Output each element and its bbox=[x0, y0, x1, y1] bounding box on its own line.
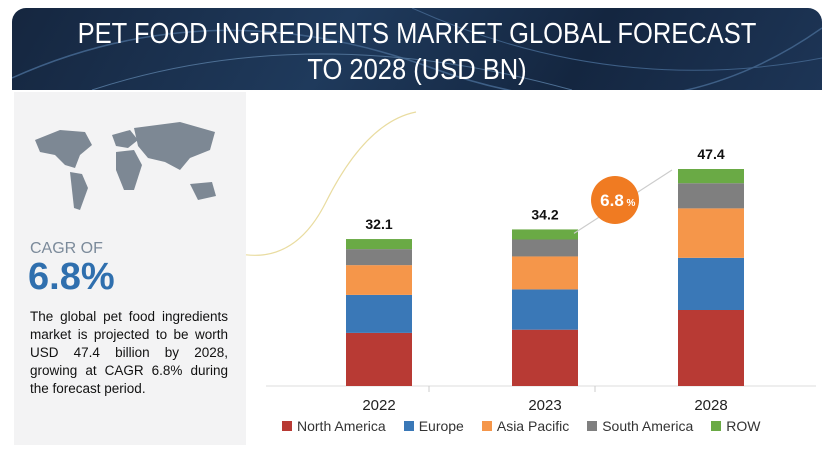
legend-label: Europe bbox=[418, 418, 464, 434]
world-map-icon bbox=[35, 122, 216, 210]
x-tick-label-2023: 2023 bbox=[528, 397, 561, 414]
total-label-2028: 47.4 bbox=[697, 146, 724, 162]
stacked-bar-chart: 32.1 2022 34.2 2023 47.4 2028 6.8% bbox=[246, 111, 816, 414]
bar-segment-row-2022 bbox=[346, 239, 412, 250]
page-title: PET FOOD INGREDIENTS MARKET GLOBAL FOREC… bbox=[77, 18, 757, 86]
bar-segment-row-2028 bbox=[678, 169, 744, 184]
market-description: The global pet food ingredients market i… bbox=[30, 309, 228, 396]
legend-item-south-america: South America bbox=[587, 418, 693, 434]
legend-label: North America bbox=[297, 418, 386, 434]
cagr-value: 6.8% bbox=[28, 256, 115, 298]
bar-segment-europe-2022 bbox=[346, 294, 412, 333]
total-label-2022: 32.1 bbox=[365, 216, 392, 232]
total-label-2023: 34.2 bbox=[531, 206, 558, 222]
legend-item-north-america: North America bbox=[282, 418, 386, 434]
legend-swatch bbox=[481, 421, 492, 431]
bar-segment-europe-2023 bbox=[512, 289, 578, 330]
summary-panel bbox=[14, 92, 246, 445]
x-tick-label-2022: 2022 bbox=[362, 397, 395, 414]
bar-segment-north-america-2023 bbox=[512, 329, 578, 386]
legend-label: South America bbox=[602, 418, 694, 434]
bar-segment-north-america-2022 bbox=[346, 332, 412, 386]
cagr-badge-value: 6.8 bbox=[600, 191, 624, 210]
legend-swatch bbox=[403, 421, 414, 431]
header-banner: PET FOOD INGREDIENTS MARKET GLOBAL FOREC… bbox=[12, 8, 822, 90]
legend-item-row: ROW bbox=[711, 418, 761, 434]
bar-segment-north-america-2028 bbox=[678, 310, 744, 386]
legend-swatch bbox=[711, 421, 722, 431]
decorative-curve bbox=[246, 111, 417, 256]
bar-segment-europe-2028 bbox=[678, 257, 744, 311]
banner-decoration bbox=[12, 8, 822, 90]
cagr-badge-suffix: % bbox=[627, 198, 636, 209]
bar-segment-south-america-2028 bbox=[678, 183, 744, 209]
legend-swatch bbox=[587, 421, 598, 431]
bar-segment-row-2023 bbox=[512, 229, 578, 240]
cagr-label: CAGR OF bbox=[30, 240, 103, 257]
bar-segment-asia-pacific-2028 bbox=[678, 208, 744, 258]
legend-label: ROW bbox=[726, 418, 761, 434]
bar-segment-south-america-2022 bbox=[346, 249, 412, 266]
legend-item-europe: Europe bbox=[403, 418, 464, 434]
legend-label: Asia Pacific bbox=[496, 418, 570, 434]
bar-segment-south-america-2023 bbox=[512, 239, 578, 257]
bar-segment-asia-pacific-2023 bbox=[512, 256, 578, 290]
cagr-badge bbox=[591, 176, 639, 224]
bar-segment-asia-pacific-2022 bbox=[346, 265, 412, 295]
legend-swatch bbox=[282, 421, 292, 431]
legend-item-asia-pacific: Asia Pacific bbox=[481, 418, 570, 434]
x-tick-label-2028: 2028 bbox=[694, 397, 727, 414]
chart-legend: North America Europe Asia Pacific South Ame… bbox=[282, 418, 761, 434]
